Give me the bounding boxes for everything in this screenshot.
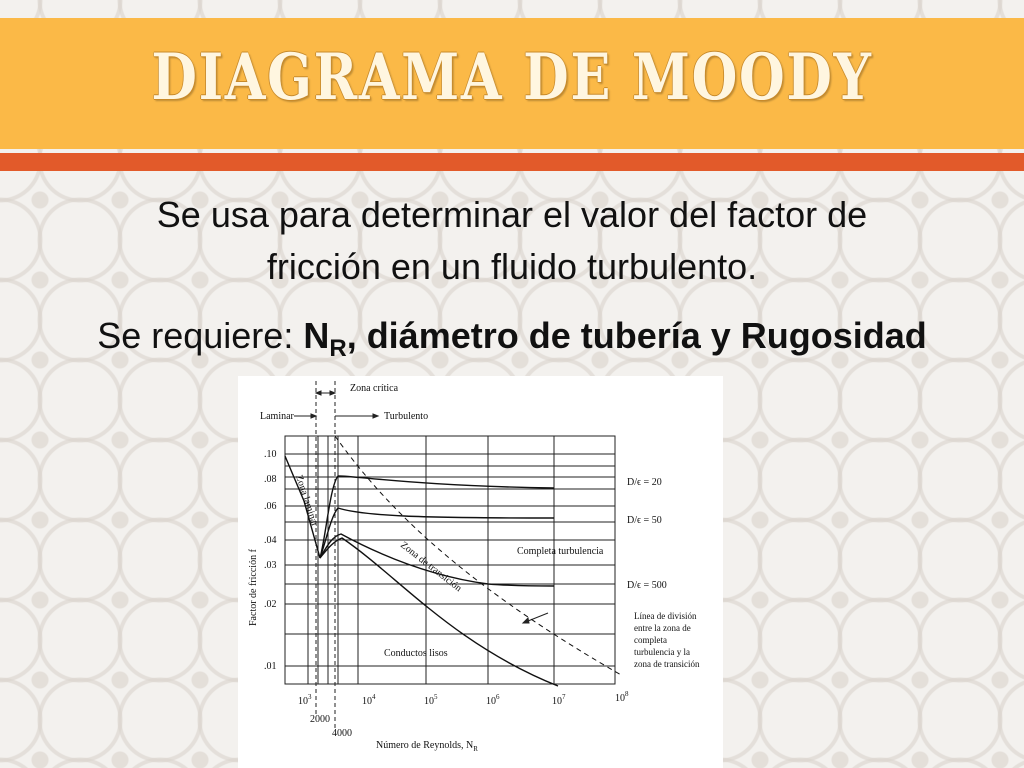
x-tick-label: 103	[298, 693, 312, 707]
label-division-line-3: completa	[634, 635, 667, 645]
arrow-head	[310, 413, 318, 419]
header-band	[0, 18, 1024, 149]
label-de-20: D/ϵ = 20	[627, 477, 662, 488]
smooth-pipes-curve	[319, 537, 559, 687]
label-zona-critica: Zona crítica	[350, 383, 399, 394]
x-tick-label-2000: 2000	[310, 714, 330, 725]
body-line-3: Se requiere: NR, diámetro de tubería y R…	[0, 312, 1024, 373]
label-division-line-5: zona de transición	[634, 659, 700, 669]
moody-diagram: Zona crítica Laminar Turbulento .10 .08 …	[238, 376, 723, 768]
arrow-head	[372, 413, 380, 419]
requirement-colon: :	[283, 315, 294, 356]
x-tick-label: 104	[362, 693, 376, 707]
plot-border	[284, 435, 616, 685]
reynolds-symbol: N	[303, 315, 330, 356]
y-axis-title: Factor de fricción f	[248, 548, 259, 626]
label-zona-transicion: Zona de transición	[398, 540, 463, 594]
y-tick-label: .08	[264, 474, 277, 485]
x-tick-label-4000: 4000	[332, 728, 352, 739]
x-tick-label: 108	[615, 690, 629, 704]
y-tick-label: .03	[264, 560, 277, 571]
chart-frame	[284, 435, 616, 685]
friction-curves	[284, 455, 559, 687]
zone-boundaries	[315, 381, 336, 731]
x-tick-label: 107	[552, 693, 566, 707]
curve-de-50	[319, 507, 555, 559]
curve-de-500	[319, 533, 555, 587]
body-line-1: Se usa para determinar el valor del fact…	[156, 194, 868, 235]
curve-de-20	[319, 475, 555, 559]
arrow-head	[314, 390, 322, 396]
label-division-line-4: turbulencia y la	[634, 647, 690, 657]
y-tick-label: .01	[264, 661, 277, 672]
x-tick-label: 105	[424, 693, 438, 707]
requirement-list: NR, diámetro de tubería y Rugosidad	[303, 315, 927, 362]
y-tick-label: .06	[264, 501, 277, 512]
body-line-2: fricción en un fluido turbulento.	[266, 246, 758, 287]
label-de-50: D/ϵ = 50	[627, 515, 662, 526]
label-conductos-lisos: Conductos lisos	[384, 648, 448, 659]
y-tick-label: .10	[264, 449, 277, 460]
laminar-line	[284, 455, 321, 559]
y-tick-label: .02	[264, 599, 277, 610]
arrow-head	[521, 616, 530, 624]
division-line	[334, 435, 624, 677]
moody-diagram-svg: Zona crítica Laminar Turbulento .10 .08 …	[248, 381, 700, 753]
label-de-500: D/ϵ = 500	[627, 580, 667, 591]
label-division-line-1: Línea de división	[634, 611, 697, 621]
arrow-head	[329, 390, 337, 396]
accent-stripe	[0, 153, 1024, 171]
label-completa-turbulencia: Completa turbulencia	[517, 546, 604, 557]
requirement-rest: , diámetro de tubería y Rugosidad	[346, 315, 927, 356]
label-division-line-2: entre la zona de	[634, 623, 691, 633]
requirement-prefix: Se requiere	[97, 315, 284, 356]
label-laminar: Laminar	[260, 411, 295, 422]
slide-title: DIAGRAMA DE MOODY	[151, 40, 873, 115]
x-tick-label: 106	[486, 693, 500, 707]
label-turbulento: Turbulento	[384, 411, 428, 422]
x-axis-title: Número de Reynolds, NR	[376, 740, 478, 753]
zone-arrows	[294, 390, 549, 624]
reynolds-subscript: R	[329, 335, 347, 363]
y-tick-label: .04	[264, 535, 277, 546]
